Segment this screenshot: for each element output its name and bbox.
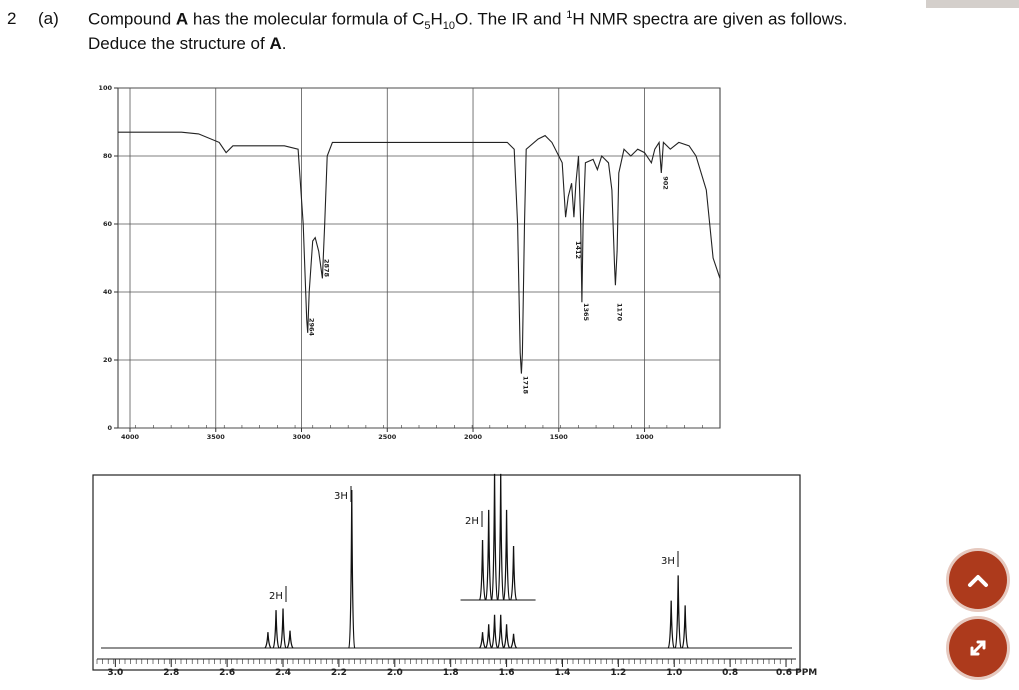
x-tick-label: 3500: [207, 433, 226, 441]
nmr-peak: [279, 608, 287, 649]
nmr-peak: [674, 575, 682, 649]
x-tick-label: 2.4: [275, 668, 291, 678]
peak-label: 1170: [615, 303, 623, 322]
peak-label: 1365: [582, 303, 590, 322]
nmr-peak: [272, 610, 280, 649]
y-tick-label: 100: [98, 84, 112, 92]
compound-name: A: [269, 34, 282, 53]
y-tick-label: 20: [103, 356, 113, 364]
text: has the molecular formula of C: [188, 9, 425, 29]
integration-label: 3H: [334, 491, 348, 502]
x-tick-label: 0.8: [722, 668, 738, 678]
expand-button[interactable]: [949, 619, 1007, 677]
nmr-peak-inset: [502, 509, 511, 601]
peak-label: 1718: [521, 376, 529, 395]
chevron-icon: [968, 575, 988, 587]
x-tick-label: 1.4: [554, 668, 570, 678]
x-tick-label: 2000: [464, 433, 483, 441]
nmr-peak-inset: [509, 545, 518, 601]
x-tick-label: 1.8: [443, 668, 459, 678]
x-tick-label: 3000: [292, 433, 311, 441]
peak-label: 902: [661, 176, 669, 190]
ir-trace: [118, 131, 721, 374]
x-tick-label: 1500: [550, 433, 569, 441]
x-tick-label: 1.6: [499, 668, 515, 678]
nmr-peak: [485, 624, 493, 649]
question-line: Deduce the structure of A.: [88, 34, 286, 54]
scroll-up-button[interactable]: [949, 551, 1007, 609]
nmr-peak: [264, 632, 272, 649]
nmr-peak-inset: [497, 473, 505, 601]
text: Deduce the structure of: [88, 34, 270, 53]
ir-frame: [117, 87, 721, 429]
question-part: (a): [38, 9, 59, 28]
question-line: Compound A has the molecular formula of …: [88, 9, 847, 32]
y-tick-label: 80: [103, 152, 113, 160]
subscript: 5: [424, 20, 431, 33]
nmr-peak: [667, 600, 675, 649]
y-tick-label: 40: [103, 288, 113, 296]
integration-label: 3H: [661, 556, 675, 567]
superscript: 1: [566, 9, 573, 21]
nmr-peak: [503, 624, 511, 649]
nmr-peak: [479, 632, 487, 649]
nmr-peak: [681, 605, 689, 649]
nmr-frame: [92, 474, 801, 671]
nmr-peak: [348, 489, 356, 649]
question-number: 2: [7, 9, 17, 28]
nmr-peak-inset: [485, 509, 493, 601]
peak-label: 2878: [322, 259, 330, 278]
text: H: [430, 9, 443, 29]
x-tick-label: 2.2: [331, 668, 347, 678]
text: O. The IR and: [455, 9, 567, 29]
text: Compound: [88, 9, 176, 29]
nmr-peak: [490, 614, 499, 649]
x-tick-label: 3.0: [107, 668, 123, 678]
nmr-peak-inset: [490, 473, 499, 601]
x-tick-label: 1.2: [610, 668, 626, 678]
integration-label: 2H: [465, 516, 479, 527]
peak-label: 1412: [574, 241, 582, 259]
nmr-peak-inset: [478, 539, 487, 601]
nmr-peak: [510, 633, 518, 649]
peak-label: 2964: [308, 318, 316, 337]
compound-name: A: [175, 9, 189, 29]
y-tick-label: 60: [103, 220, 113, 228]
x-tick-label: 4000: [121, 433, 140, 441]
integration-label: 2H: [269, 591, 283, 602]
nmr-peak: [497, 614, 505, 649]
x-tick-label: 1.0: [666, 668, 682, 678]
x-tick-label: 2.0: [387, 668, 403, 678]
text: .: [281, 34, 287, 53]
expand-icon: [970, 640, 986, 656]
top-bar: [926, 0, 1019, 8]
text: H NMR spectra are given as follows.: [572, 9, 848, 29]
x-tick-label: 0.6 PPM: [776, 668, 817, 678]
x-tick-label: 2.6: [219, 668, 235, 678]
x-tick-label: 2.8: [163, 668, 179, 678]
x-tick-label: 1000: [635, 433, 654, 441]
subscript: 10: [442, 20, 456, 33]
y-tick-label: 0: [107, 424, 112, 432]
nmr-peak: [286, 630, 294, 649]
x-tick-label: 2500: [378, 433, 397, 441]
